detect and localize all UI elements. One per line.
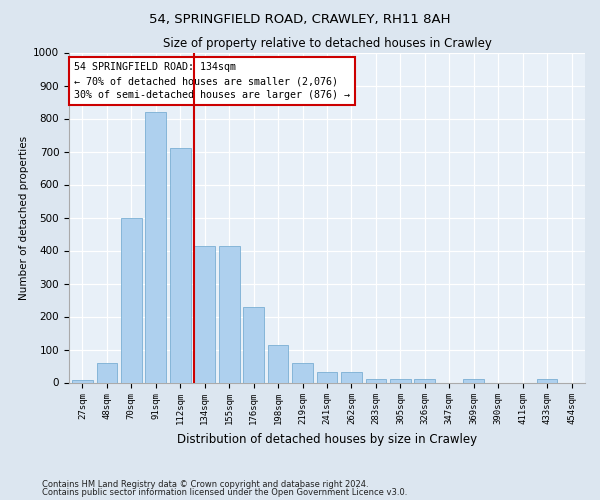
Bar	[268, 344, 289, 383]
Bar	[97, 362, 117, 382]
Y-axis label: Number of detached properties: Number of detached properties	[19, 136, 29, 300]
Text: Contains HM Land Registry data © Crown copyright and database right 2024.: Contains HM Land Registry data © Crown c…	[42, 480, 368, 489]
Bar	[537, 379, 557, 382]
Bar	[194, 246, 215, 382]
Bar	[72, 380, 93, 382]
Bar	[341, 372, 362, 382]
X-axis label: Distribution of detached houses by size in Crawley: Distribution of detached houses by size …	[177, 433, 477, 446]
Bar	[145, 112, 166, 382]
Bar	[170, 148, 191, 382]
Bar	[463, 379, 484, 382]
Text: Contains public sector information licensed under the Open Government Licence v3: Contains public sector information licen…	[42, 488, 407, 497]
Bar	[365, 379, 386, 382]
Bar	[390, 379, 411, 382]
Bar	[292, 362, 313, 382]
Bar	[243, 306, 264, 382]
Bar	[219, 246, 239, 382]
Bar	[121, 218, 142, 382]
Bar	[317, 372, 337, 382]
Bar	[415, 379, 435, 382]
Text: 54, SPRINGFIELD ROAD, CRAWLEY, RH11 8AH: 54, SPRINGFIELD ROAD, CRAWLEY, RH11 8AH	[149, 12, 451, 26]
Text: 54 SPRINGFIELD ROAD: 134sqm
← 70% of detached houses are smaller (2,076)
30% of : 54 SPRINGFIELD ROAD: 134sqm ← 70% of det…	[74, 62, 350, 100]
Title: Size of property relative to detached houses in Crawley: Size of property relative to detached ho…	[163, 37, 491, 50]
